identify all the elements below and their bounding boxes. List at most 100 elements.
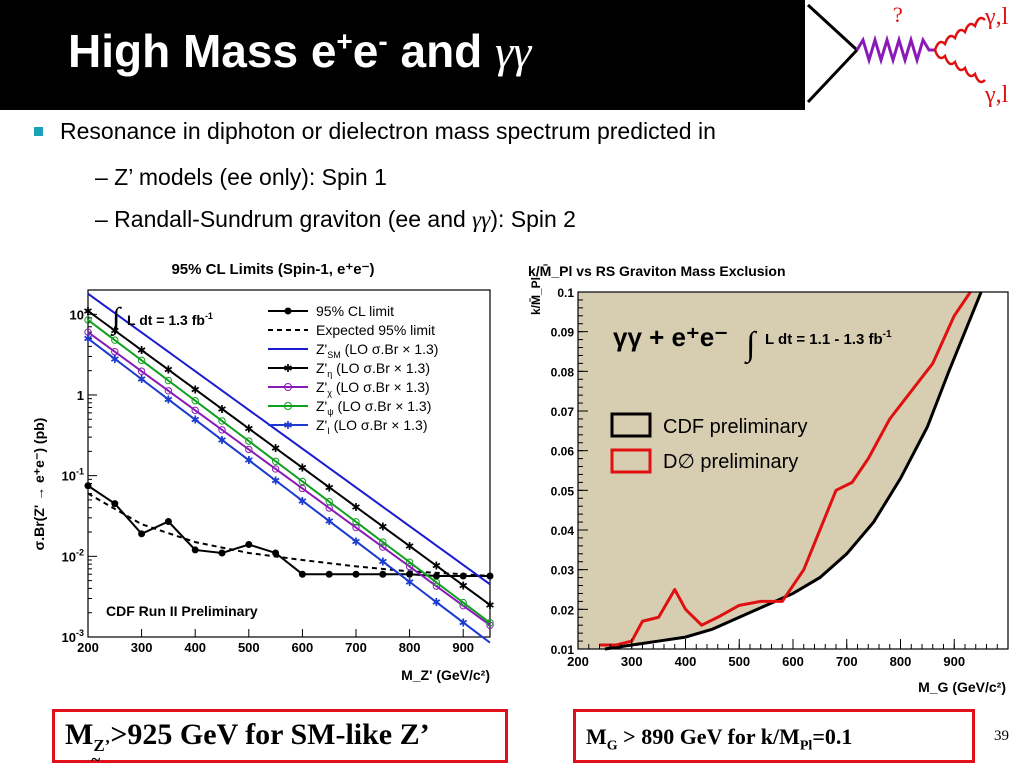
chart1-point: ✱ bbox=[378, 557, 387, 569]
chart1-point: ✱ bbox=[191, 415, 200, 427]
chart1-xtick-label: 500 bbox=[238, 640, 260, 655]
chart1-line-Z'ψ bbox=[87, 319, 491, 624]
chart1-point: ✱ bbox=[164, 365, 173, 377]
chart1-line-Z'χ bbox=[87, 331, 491, 627]
chart1-series: ✱✱✱✱✱✱✱✱✱✱✱✱✱✱✱✱✱✱✱✱✱✱✱✱✱✱✱✱✱✱✱ bbox=[83, 292, 495, 644]
chart1-point: ✱ bbox=[110, 354, 119, 366]
chart2-ytick-label: 0.05 bbox=[551, 484, 575, 498]
chart1-point bbox=[245, 445, 253, 454]
bullet-main: Resonance in diphoton or dielectron mass… bbox=[34, 118, 960, 145]
chart1-legend-label: Z'ψ (LO σ.Br × 1.3) bbox=[316, 398, 431, 417]
chart1-point bbox=[111, 336, 119, 344]
chart1-ytick-label: 10-2 bbox=[62, 547, 84, 564]
chart2-legend-cdf-label: CDF preliminary bbox=[663, 416, 807, 438]
chart1-ytick-label: 1 bbox=[77, 388, 84, 403]
chart1-point bbox=[164, 387, 173, 395]
chart1-legend-label: Z'χ (LO σ.Br × 1.3) bbox=[316, 379, 430, 398]
chart2-ytick-label: 0.09 bbox=[551, 326, 575, 340]
chart1-legend-label: Z'SM (LO σ.Br × 1.3) bbox=[316, 341, 438, 360]
chart1-line-Z'SM bbox=[87, 292, 491, 586]
chart2-line-cdf bbox=[604, 291, 983, 651]
chart1-point bbox=[111, 500, 119, 508]
chart1-point: ✱ bbox=[244, 424, 253, 436]
chart1-line-Z'I bbox=[87, 337, 491, 644]
chart1-legend-label: Expected 95% limit bbox=[316, 322, 435, 338]
chart1-point bbox=[164, 518, 172, 526]
chart1-point bbox=[272, 549, 280, 557]
chart1-point: ✱ bbox=[325, 482, 334, 494]
chart2-ytick-label: 0.03 bbox=[551, 564, 575, 578]
chart1-legend-marker bbox=[284, 402, 292, 410]
chart1-ytick-label: 10-1 bbox=[62, 467, 84, 484]
chart1-point: ✱ bbox=[298, 496, 307, 508]
chart1-point: ✱ bbox=[271, 475, 280, 487]
chart1-point bbox=[137, 356, 146, 365]
chart1-point: ✱ bbox=[459, 617, 468, 629]
photon-wave-upper bbox=[933, 16, 986, 51]
chart1-line-Z'η bbox=[87, 310, 491, 606]
zprime-limit-chart: 95% CL Limits (Spin-1, e⁺e⁻) σ.Br(Z' → e… bbox=[31, 261, 495, 683]
chart1-point: ✱ bbox=[432, 597, 441, 609]
chart2-ytick-label: 0.08 bbox=[551, 365, 575, 379]
bullet-sub-1: – Z’ models (ee only): Spin 1 bbox=[95, 164, 387, 190]
chart1-point bbox=[138, 530, 146, 538]
graviton-mass-limit-box: MG > 890 GeV for k/MPl=0.1 bbox=[573, 709, 975, 763]
chart1-xtick-label: 700 bbox=[345, 640, 367, 655]
page-number: 39 bbox=[994, 728, 1009, 744]
chart2-excluded-region bbox=[578, 292, 982, 649]
chart2-ytick-label: 0.1 bbox=[557, 286, 574, 300]
zprime-mass-limit-box: MZ’ ~ >925 GeV for SM-like Z’ bbox=[52, 709, 508, 769]
chart1-point: ✱ bbox=[405, 541, 414, 553]
chart2-xtick-label: 300 bbox=[621, 654, 643, 669]
chart1-point: ✱ bbox=[164, 394, 173, 406]
chart1-legend: 95% CL limit Expected 95% limit Z'SM (LO σ… bbox=[268, 303, 438, 436]
chart1-point bbox=[352, 523, 360, 532]
chart1-point bbox=[271, 457, 280, 465]
chart1-title: 95% CL Limits (Spin-1, e⁺e⁻) bbox=[171, 261, 374, 278]
chart1-legend-label: 95% CL limit bbox=[316, 303, 394, 319]
chart1-legend-marker: ✱ bbox=[283, 420, 292, 432]
chart1-point bbox=[245, 541, 253, 549]
out-label-upper: γ,l bbox=[984, 4, 1009, 30]
chart2-ytick-label: 0.06 bbox=[551, 445, 575, 459]
slide-title: High Mass e+e- and γγ bbox=[68, 25, 532, 77]
chart1-point bbox=[218, 549, 226, 557]
chart1-point: ✱ bbox=[191, 384, 200, 396]
chart1-xtick-label: 400 bbox=[184, 640, 206, 655]
chart1-point bbox=[325, 570, 333, 578]
chart1-point bbox=[379, 570, 387, 578]
chart1-point: ✱ bbox=[378, 522, 387, 534]
chart1-point bbox=[84, 482, 92, 490]
graviton-zigzag bbox=[855, 34, 935, 66]
title-bar: High Mass e+e- and γγ bbox=[0, 0, 805, 110]
chart2-ytick-label: 0.02 bbox=[551, 603, 575, 617]
chart1-legend-label: Z'I (LO σ.Br × 1.3) bbox=[316, 417, 427, 436]
feynman-diagram: ? γ,l γ,l bbox=[806, 2, 1009, 108]
chart1-point bbox=[84, 328, 92, 336]
chart1-xtick-label: 300 bbox=[131, 640, 153, 655]
chart1-point: ✱ bbox=[325, 516, 334, 528]
chart2-ytick-label: 0.01 bbox=[551, 643, 575, 657]
chart1-point bbox=[459, 598, 467, 607]
bullet-sub-2: – Randall-Sundrum graviton (ee and γγ): … bbox=[95, 206, 576, 232]
chart1-legend-label: Z'η (LO σ.Br × 1.3) bbox=[316, 360, 430, 379]
chart1-point: ✱ bbox=[137, 345, 146, 357]
chart1-point bbox=[432, 578, 441, 587]
chart1-point bbox=[271, 465, 280, 473]
chart1-point bbox=[111, 348, 119, 356]
chart1-point bbox=[298, 477, 307, 486]
chart2-legend-d0-swatch bbox=[610, 448, 652, 474]
chart2-xtick-label: 600 bbox=[782, 654, 804, 669]
chart1-point bbox=[84, 316, 92, 324]
out-label-lower: γ,l bbox=[984, 82, 1009, 108]
chart1-point: ✱ bbox=[405, 577, 414, 589]
chart1-point bbox=[137, 367, 146, 375]
chart2-legend-d0-label: D∅ preliminary bbox=[663, 451, 798, 473]
chart2-xtick-label: 800 bbox=[890, 654, 912, 669]
bullet-square-icon bbox=[34, 127, 43, 136]
chart1-axes: 200 300 400 500 600 700 800 900 10-3 10-2 10-1 1 10 bbox=[62, 289, 491, 655]
chart1-point bbox=[486, 619, 494, 627]
chart1-xtick-label: 600 bbox=[292, 640, 314, 655]
chart2-xtick-label: 500 bbox=[728, 654, 750, 669]
chart1-point: ✱ bbox=[271, 443, 280, 455]
